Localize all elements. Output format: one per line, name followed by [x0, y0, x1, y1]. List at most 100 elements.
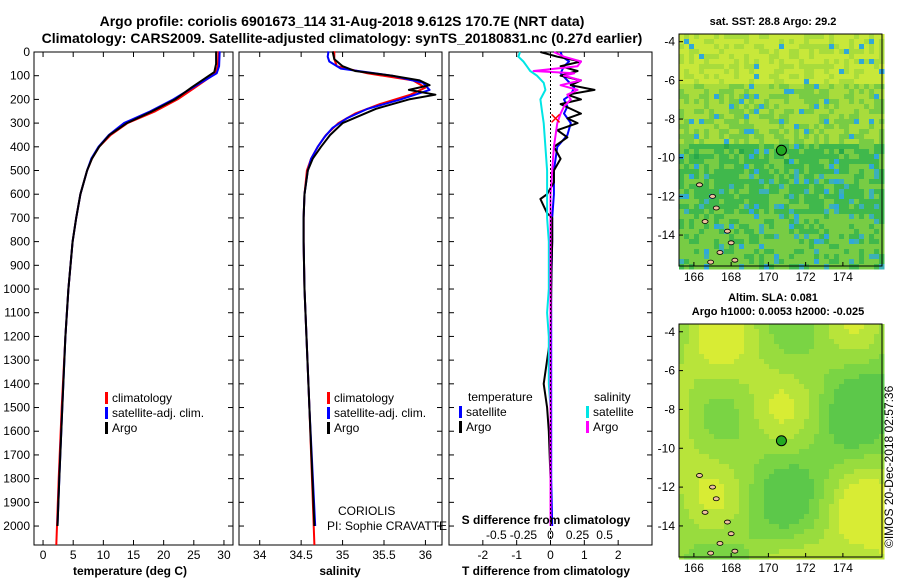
- sla-map-cell: [709, 414, 715, 420]
- sst-map-ytick-label: -14: [658, 228, 676, 242]
- sla-map-island: [731, 548, 739, 554]
- sla-map-cell: [719, 494, 725, 500]
- sst-map-cell: [844, 134, 850, 140]
- sla-map-cell: [809, 424, 815, 430]
- sst-map-cell: [794, 79, 800, 85]
- sst-map-cell: [749, 224, 755, 230]
- sst-map-cell: [754, 239, 760, 245]
- sst-map-cell: [769, 169, 775, 175]
- sst-map-cell: [759, 154, 765, 160]
- sla-map-cell: [704, 529, 710, 535]
- sst-map-cell: [804, 239, 810, 245]
- sst-map-cell: [704, 239, 710, 245]
- sla-map-cell: [734, 539, 740, 545]
- sst-map-cell: [804, 94, 810, 100]
- sla-map-cell: [809, 354, 815, 360]
- sst-map-cell: [719, 134, 725, 140]
- sst-map-cell: [854, 229, 860, 235]
- sst-map-cell: [774, 89, 780, 95]
- sla-map-cell: [784, 424, 790, 430]
- sst-map-cell: [734, 129, 740, 135]
- sst-map-cell: [734, 64, 740, 70]
- sla-map-cell: [869, 344, 875, 350]
- sla-map-cell: [739, 419, 745, 425]
- sla-map-cell: [709, 329, 715, 335]
- sst-map-cell: [844, 84, 850, 90]
- sla-map-cell: [689, 344, 695, 350]
- sla-map-cell: [764, 539, 770, 545]
- sla-map-cell: [814, 514, 820, 520]
- sla-map-cell: [804, 439, 810, 445]
- sst-map-cell: [704, 64, 710, 70]
- sst-map-cell: [739, 124, 745, 130]
- sla-map-cell: [794, 464, 800, 470]
- sst-map-cell: [749, 234, 755, 240]
- sla-map-cell: [694, 404, 700, 410]
- sla-map-cell: [709, 504, 715, 510]
- sst-map-cell: [869, 39, 875, 45]
- sla-map-cell: [754, 494, 760, 500]
- sst-map-cell: [729, 79, 735, 85]
- sst-map-cell: [774, 64, 780, 70]
- sla-map-cell: [709, 494, 715, 500]
- sst-map-cell: [694, 174, 700, 180]
- sla-map-cell: [769, 414, 775, 420]
- sla-map-cell: [779, 489, 785, 495]
- sst-map-cell: [839, 179, 845, 185]
- sst-map-cell: [689, 139, 695, 145]
- sla-map-cell: [684, 359, 690, 365]
- sla-map-cell: [789, 429, 795, 435]
- sla-map-cell: [709, 354, 715, 360]
- sla-map-cell: [764, 374, 770, 380]
- sst-map-cell: [729, 154, 735, 160]
- sst-map-cell: [714, 114, 720, 120]
- sla-map-cell: [809, 474, 815, 480]
- sla-map-cell: [839, 549, 845, 555]
- sla-map-title-line1: Altim. SLA: 0.081: [728, 292, 818, 304]
- sst-map-cell: [749, 189, 755, 195]
- sla-map-cell: [794, 349, 800, 355]
- sla-map-cell: [759, 439, 765, 445]
- sst-map-cell: [734, 54, 740, 60]
- sst-map-cell: [679, 264, 685, 270]
- sla-map-cell: [749, 364, 755, 370]
- sla-map-cell: [794, 374, 800, 380]
- sla-map-cell: [704, 384, 710, 390]
- sst-map-cell: [739, 189, 745, 195]
- sla-map-cell: [744, 454, 750, 460]
- sst-map-cell: [744, 259, 750, 265]
- sst-map-cell: [814, 169, 820, 175]
- sla-map-cell: [804, 419, 810, 425]
- sla-map-cell: [834, 439, 840, 445]
- sst-map-cell: [784, 244, 790, 250]
- sla-map-cell: [769, 454, 775, 460]
- sst-map-cell: [709, 74, 715, 80]
- sst-map-cell: [759, 129, 765, 135]
- sst-map-cell: [734, 79, 740, 85]
- sla-map-cell: [834, 524, 840, 530]
- sst-map-cell: [829, 174, 835, 180]
- sst-map-cell: [744, 204, 750, 210]
- sst-map-cell: [734, 254, 740, 260]
- sst-map-cell: [734, 184, 740, 190]
- sst-map-cell: [729, 244, 735, 250]
- sst-map-cell: [789, 214, 795, 220]
- sst-map-cell: [734, 244, 740, 250]
- sla-map-cell: [689, 404, 695, 410]
- sst-map-cell: [704, 79, 710, 85]
- sst-map-cell: [764, 134, 770, 140]
- sst-map-cell: [754, 84, 760, 90]
- sst-map-cell: [854, 224, 860, 230]
- sst-map-cell: [719, 254, 725, 260]
- sla-map-cell: [684, 414, 690, 420]
- sst-map-cell: [849, 159, 855, 165]
- sla-map-cell: [864, 409, 870, 415]
- sst-map-cell: [684, 94, 690, 100]
- sst-map-cell: [754, 39, 760, 45]
- sla-map-cell: [789, 339, 795, 345]
- sla-map-cell: [849, 479, 855, 485]
- sst-map-cell: [819, 84, 825, 90]
- sst-map-cell: [784, 109, 790, 115]
- sla-map-cell: [854, 474, 860, 480]
- sla-map-cell: [689, 544, 695, 550]
